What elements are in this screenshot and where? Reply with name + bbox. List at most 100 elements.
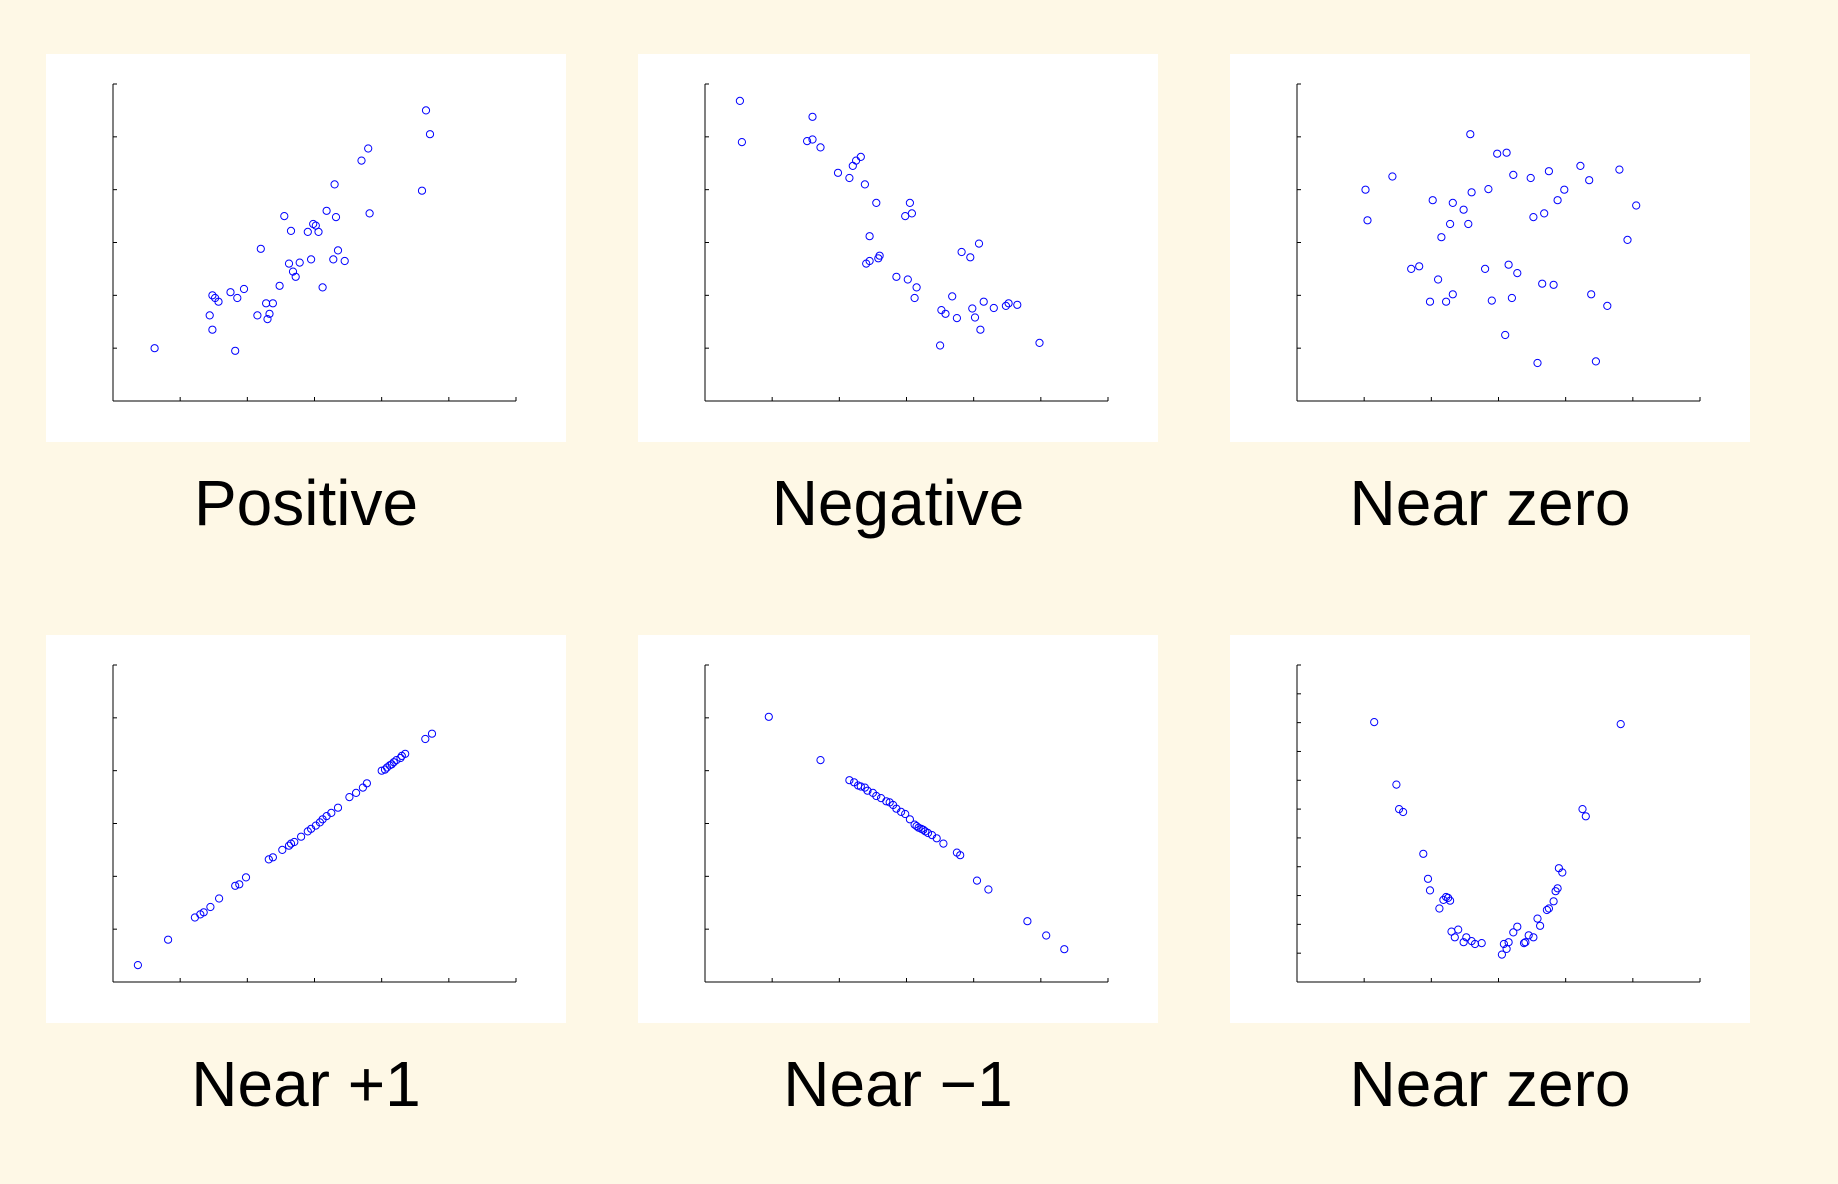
data-point [1023,917,1032,926]
data-point [389,758,398,767]
data-point [1549,280,1558,289]
data-point [968,304,977,313]
data-point [256,244,265,253]
data-point [1060,945,1069,954]
data-point [365,209,374,218]
data-point [1437,233,1446,242]
caption-near-zero-cloud: Near zero [1349,467,1631,539]
data-point [231,881,240,890]
data-point [1392,780,1401,789]
data-point [380,765,390,774]
data-point [327,808,336,817]
scatter-plot-near-plus-one [46,635,566,1023]
data-point [897,807,906,816]
data-point [1042,931,1051,940]
data-point [1399,807,1408,817]
data-point [845,173,854,183]
data-point [1425,886,1435,895]
data-point [974,239,984,248]
data-point [1454,925,1463,934]
data-point [1459,938,1468,947]
data-point [845,776,854,785]
data-point [1448,198,1457,207]
data-point [1553,884,1562,893]
data-point [205,311,214,320]
data-point [396,753,405,763]
data-point [901,212,910,221]
data-point [1361,185,1370,194]
data-point [952,314,961,323]
data-point [1415,262,1424,271]
data-point [901,809,910,819]
data-point [264,855,273,864]
data-point [340,256,349,266]
panel-near-zero-cloud: Near zero [1230,54,1750,540]
data-point [1538,279,1547,288]
data-point [1428,196,1437,205]
data-point [1615,165,1624,174]
data-point [803,137,812,146]
data-point [1035,338,1044,347]
data-point [297,832,306,841]
data-point [1450,933,1459,942]
data-point [816,756,825,765]
panel-negative: Negative [638,54,1158,540]
data-point [1526,173,1535,183]
data-point [1544,167,1553,176]
data-point [211,293,220,303]
data-point [1585,176,1594,185]
data-point [331,213,341,222]
data-point [966,253,975,262]
data-point [401,749,410,758]
data-point [1446,896,1455,905]
data-point [278,845,287,854]
data-point [1423,874,1433,883]
data-point [1466,130,1475,139]
data-point [1587,290,1596,299]
data-point [1442,297,1451,306]
data-point [241,873,251,882]
data-point [1623,235,1632,244]
scatter-plot-svg [704,664,1109,983]
data-point [862,259,871,268]
data-point [1576,161,1585,171]
scatter-plot-svg [704,83,1109,402]
data-point [1419,849,1428,858]
data-point [387,760,396,769]
data-point [1370,718,1379,727]
data-point [262,299,271,308]
scatter-plot-near-zero-parabola [1230,635,1750,1023]
data-point [133,961,143,970]
data-point [923,828,933,838]
caption-near-minus-one: Near −1 [783,1048,1013,1120]
scatter-plot-svg [1296,664,1701,983]
data-point [233,293,242,303]
data-point [735,96,745,106]
data-point [912,283,921,292]
caption-negative: Negative [771,467,1025,539]
panel-positive: Positive [46,54,566,540]
data-point [948,292,957,301]
data-point [905,198,914,207]
data-point [421,106,431,115]
data-point [295,258,304,267]
data-point [1363,216,1372,225]
data-point [876,794,886,803]
data-point [284,841,294,850]
data-point [848,161,857,171]
data-point [872,791,881,801]
data-point [1502,148,1511,157]
data-point [1581,812,1590,821]
data-point [1540,209,1549,218]
data-point [856,152,865,162]
data-point [290,837,299,847]
data-point [737,138,747,147]
data-point [1481,264,1490,273]
data-point [322,206,331,215]
data-point [427,729,437,738]
data-point [1434,275,1443,284]
data-point [364,144,373,153]
data-point [239,284,249,294]
data-point [208,291,217,300]
data-point [1407,264,1416,273]
